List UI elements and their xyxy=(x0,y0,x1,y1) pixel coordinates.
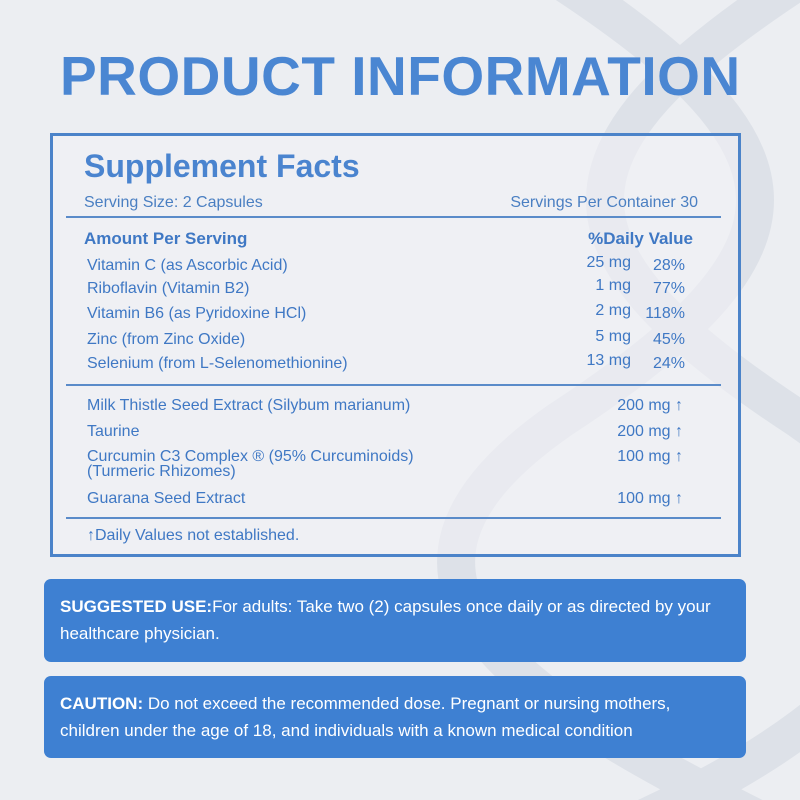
caution-label: CAUTION: xyxy=(60,694,144,713)
nutrient-daily-value: 45% xyxy=(652,331,685,348)
divider xyxy=(66,384,721,386)
ingredient-amount: 100 mg ↑ xyxy=(617,448,683,465)
nutrient-name: Riboflavin (Vitamin B2) xyxy=(87,280,250,297)
nutrient-amount: 13 mg xyxy=(586,352,631,369)
suggested-use-box: SUGGESTED USE:For adults: Take two (2) c… xyxy=(44,579,746,662)
caution-text: Do not exceed the recommended dose. Preg… xyxy=(60,694,671,740)
ingredient-name: Milk Thistle Seed Extract (Silybum maria… xyxy=(87,397,411,414)
nutrient-amount: 25 mg xyxy=(586,254,631,271)
ingredient-amount: 200 mg ↑ xyxy=(617,397,683,414)
supplement-facts-panel: Supplement Facts Serving Size: 2 Capsule… xyxy=(50,133,741,557)
daily-value-header: %Daily Value xyxy=(588,229,693,248)
ingredient-amount: 100 mg ↑ xyxy=(617,490,683,507)
nutrient-name: Vitamin B6 (as Pyridoxine HCl) xyxy=(87,305,307,322)
page-title: PRODUCT INFORMATION xyxy=(60,45,741,107)
caution-box: CAUTION: Do not exceed the recommended d… xyxy=(44,676,746,758)
nutrient-daily-value: 24% xyxy=(652,355,685,372)
nutrient-name: Zinc (from Zinc Oxide) xyxy=(87,331,246,348)
divider xyxy=(66,216,721,218)
suggested-use-text: For adults: Take two (2) capsules once d… xyxy=(60,597,711,643)
nutrient-amount: 5 mg xyxy=(595,328,631,345)
suggested-use-label: SUGGESTED USE: xyxy=(60,597,213,616)
nutrient-daily-value: 77% xyxy=(652,280,685,297)
ingredient-name: Curcumin C3 Complex ® (95% Curcuminoids) xyxy=(87,448,414,465)
nutrient-amount: 1 mg xyxy=(595,277,631,294)
nutrient-amount: 2 mg xyxy=(595,302,631,319)
footnote: ↑Daily Values not established. xyxy=(87,527,300,544)
nutrient-name: Vitamin C (as Ascorbic Acid) xyxy=(87,257,288,274)
ingredient-name: Taurine xyxy=(87,423,140,440)
ingredient-amount: 200 mg ↑ xyxy=(617,423,683,440)
divider xyxy=(66,517,721,519)
servings-per-container: Servings Per Container 30 xyxy=(510,194,698,211)
nutrient-daily-value: 118% xyxy=(645,305,685,322)
ingredient-name-sub: (Turmeric Rhizomes) xyxy=(87,463,236,480)
amount-header: Amount Per Serving xyxy=(84,229,248,248)
nutrient-daily-value: 28% xyxy=(652,257,685,274)
supplement-facts-heading: Supplement Facts xyxy=(84,148,360,184)
ingredient-name: Guarana Seed Extract xyxy=(87,490,246,507)
nutrient-name: Selenium (from L-Selenomethionine) xyxy=(87,355,348,372)
serving-size: Serving Size: 2 Capsules xyxy=(84,194,263,211)
